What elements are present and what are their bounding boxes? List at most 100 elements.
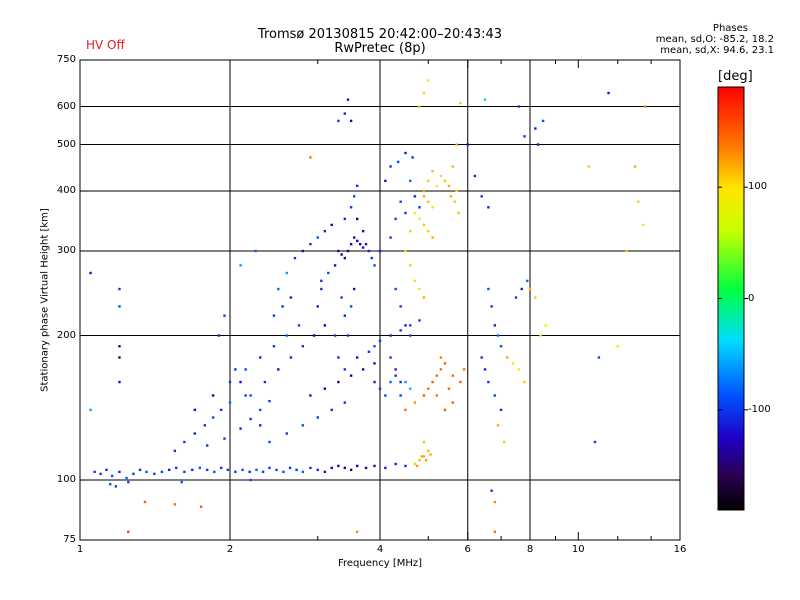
data-point — [544, 324, 547, 327]
data-point — [394, 374, 397, 377]
data-point — [105, 468, 108, 472]
data-point — [378, 387, 382, 390]
data-point — [343, 466, 347, 470]
data-point — [337, 380, 340, 384]
data-point — [384, 179, 387, 183]
data-point — [349, 119, 353, 123]
data-point — [483, 98, 487, 101]
data-point — [217, 334, 221, 337]
data-point — [493, 500, 497, 504]
data-point — [255, 468, 258, 472]
data-point — [404, 324, 407, 327]
data-point — [337, 464, 340, 468]
data-point — [143, 500, 147, 504]
data-point — [413, 195, 417, 198]
data-point — [193, 432, 197, 435]
stats-x-mode: mean, sd,X: 94.6, 23.1 — [660, 45, 774, 56]
data-point — [496, 334, 500, 337]
data-point — [517, 105, 521, 108]
data-point — [355, 217, 359, 221]
chart-subtitle: RwPretec (8p) — [334, 41, 426, 56]
data-point — [219, 466, 223, 470]
data-point — [330, 223, 333, 227]
data-point — [282, 470, 285, 474]
data-point — [394, 462, 397, 466]
data-point — [411, 156, 414, 159]
axis-ticks — [79, 59, 681, 541]
data-point — [272, 314, 276, 317]
data-point — [473, 174, 477, 178]
data-point — [355, 530, 359, 534]
data-point — [249, 417, 252, 421]
data-point — [205, 468, 209, 472]
data-point — [420, 455, 423, 458]
data-point — [167, 468, 171, 472]
data-point — [384, 466, 387, 470]
data-point — [114, 485, 118, 488]
data-point — [373, 464, 376, 468]
data-point — [431, 236, 434, 239]
data-point — [435, 184, 438, 188]
data-point — [183, 470, 186, 474]
data-point — [340, 296, 343, 299]
data-point — [261, 470, 265, 474]
x-tick-label: 6 — [464, 544, 471, 555]
data-point — [466, 143, 469, 146]
data-point — [211, 394, 215, 397]
data-point — [539, 334, 542, 337]
data-point — [118, 345, 121, 348]
data-point — [323, 229, 327, 233]
data-point — [404, 464, 407, 468]
data-point — [355, 356, 359, 359]
data-point — [289, 356, 293, 359]
data-point — [455, 189, 458, 193]
data-point — [191, 468, 194, 472]
data-point — [289, 296, 293, 299]
data-point — [431, 380, 434, 384]
data-point — [254, 249, 257, 253]
data-point — [109, 483, 112, 486]
data-point — [249, 478, 252, 482]
data-point — [349, 305, 353, 308]
data-point — [93, 470, 96, 474]
data-point — [343, 112, 347, 115]
data-point — [193, 408, 197, 412]
data-point — [364, 466, 368, 470]
data-point — [462, 368, 466, 371]
data-point — [349, 242, 353, 246]
data-point — [409, 387, 412, 390]
data-point — [637, 200, 640, 203]
data-point — [536, 143, 540, 146]
x-tick-label: 8 — [526, 544, 534, 555]
data-point — [505, 356, 509, 359]
data-point — [384, 394, 387, 397]
data-point — [422, 296, 426, 299]
data-point — [487, 206, 490, 209]
data-point — [349, 206, 353, 209]
data-point — [301, 345, 305, 348]
data-point — [89, 271, 92, 275]
data-point — [413, 462, 417, 466]
data-point — [118, 287, 121, 291]
data-point — [228, 401, 232, 404]
data-point — [373, 362, 376, 365]
data-point — [364, 242, 368, 246]
data-point — [173, 449, 177, 453]
data-point — [288, 466, 292, 470]
y-tick-label: 300 — [56, 245, 76, 256]
data-point — [138, 468, 142, 472]
data-point — [346, 249, 350, 253]
data-point — [272, 345, 276, 348]
data-point — [118, 380, 121, 384]
data-point — [228, 380, 232, 384]
data-point — [213, 470, 216, 474]
data-point — [330, 408, 333, 412]
data-point — [435, 394, 438, 397]
data-point — [110, 474, 114, 478]
data-point — [409, 334, 412, 337]
data-point — [389, 380, 392, 384]
colorbar-ticks — [718, 186, 748, 411]
data-point — [160, 470, 164, 474]
data-point — [293, 256, 297, 260]
data-point — [499, 408, 503, 412]
